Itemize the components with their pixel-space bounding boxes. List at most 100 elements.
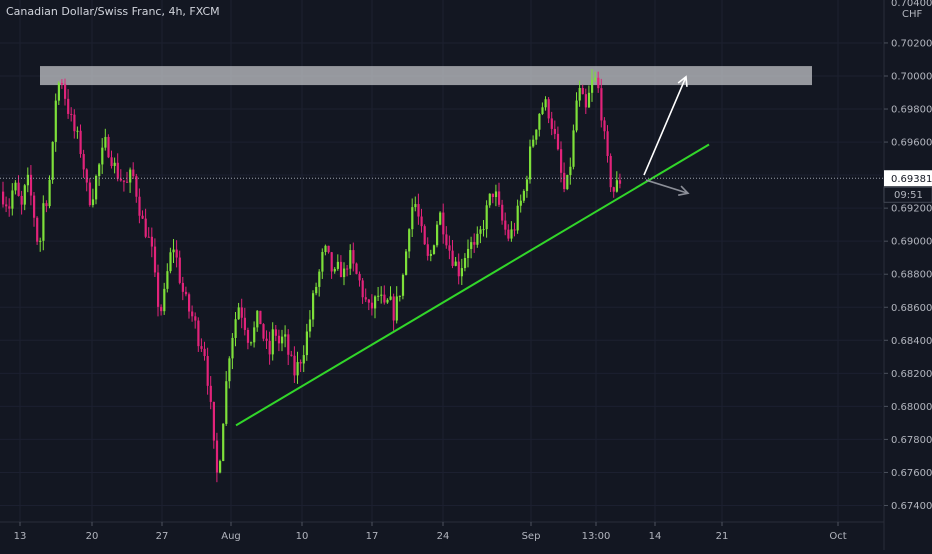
price-tick-label: 0.68000 — [891, 402, 932, 413]
time-tick-label: 24 — [437, 531, 450, 542]
chart-title: Canadian Dollar/Swiss Franc, 4h, FXCM — [6, 5, 220, 18]
last-price-label-bg — [884, 170, 932, 187]
candle-body — [343, 268, 346, 278]
candle-body — [479, 229, 482, 234]
candle-body — [197, 320, 200, 347]
time-tick-label: 10 — [296, 531, 309, 542]
candle-body — [122, 180, 126, 182]
candle-body — [39, 240, 42, 242]
candle-body — [23, 185, 26, 205]
candle-body — [553, 128, 556, 134]
candle-body — [575, 100, 578, 131]
candle-body — [33, 195, 36, 218]
candle-body — [259, 310, 262, 325]
candle-body — [380, 294, 383, 296]
candle-body — [184, 291, 188, 295]
candle-body — [262, 324, 265, 339]
candle-body — [374, 296, 377, 309]
candle-body — [476, 233, 479, 245]
candle-body — [491, 193, 494, 198]
candle-body — [256, 310, 259, 328]
candle-body — [5, 204, 8, 207]
candle-body — [603, 120, 606, 132]
candle-body — [104, 136, 107, 148]
candle-body — [172, 249, 175, 253]
candle-body — [132, 169, 135, 177]
candle-body — [584, 94, 587, 108]
candles-layer — [2, 69, 622, 483]
candle-body — [76, 130, 79, 132]
candle-body — [82, 154, 85, 170]
candle-body — [240, 307, 243, 318]
candle-body — [107, 136, 110, 158]
price-tick-label: 0.67800 — [891, 435, 932, 446]
candle-body — [436, 224, 439, 246]
time-tick-label: 17 — [366, 531, 379, 542]
candle-body — [290, 354, 293, 356]
candle-body — [594, 77, 597, 80]
candle-body — [36, 217, 39, 242]
candle-body — [426, 244, 429, 256]
price-tick-label: 0.68400 — [891, 336, 932, 347]
candle-body — [451, 250, 454, 266]
candle-body — [498, 191, 501, 205]
candle-body — [153, 246, 157, 273]
candle-body — [95, 175, 98, 200]
candle-body — [439, 212, 442, 225]
candle-body — [116, 162, 119, 179]
candle-body — [612, 187, 615, 192]
candle-body — [324, 245, 327, 253]
candle-body — [513, 229, 516, 231]
price-tick-label: 0.68800 — [891, 270, 932, 281]
candle-body — [442, 212, 445, 235]
candle-body — [417, 204, 420, 217]
time-tick-label: Oct — [829, 531, 846, 542]
candle-body — [315, 286, 318, 294]
candle-body — [445, 234, 448, 246]
candle-body — [504, 220, 507, 230]
candle-body — [423, 226, 426, 245]
candle-body — [110, 157, 113, 166]
candle-body — [253, 327, 256, 343]
countdown-label-bg — [883, 186, 932, 203]
candle-body — [101, 147, 104, 165]
grid — [0, 0, 882, 522]
candle-body — [141, 215, 144, 219]
candle-body — [29, 174, 33, 196]
candle-body — [544, 99, 547, 108]
candle-body — [470, 242, 473, 249]
candle-body — [268, 340, 271, 355]
candle-body — [473, 242, 476, 245]
candle-body — [346, 268, 349, 270]
candle-body — [525, 179, 529, 191]
candle-body — [389, 296, 392, 300]
candle-body — [222, 423, 225, 462]
candle-body — [57, 82, 60, 101]
candle-body — [510, 229, 513, 239]
candle-body — [85, 169, 88, 183]
candle-body — [370, 302, 374, 309]
candle-body — [178, 257, 181, 283]
candle-body — [277, 335, 281, 344]
countdown-label: 09:51 — [894, 190, 923, 201]
candle-body — [507, 229, 510, 239]
candle-body — [377, 295, 380, 297]
candle-body — [532, 139, 535, 147]
candle-body — [48, 179, 51, 207]
time-tick-label: 20 — [86, 531, 99, 542]
candle-body — [45, 203, 48, 207]
candle-body — [383, 294, 386, 303]
price-tick-label: 0.68600 — [891, 303, 932, 314]
price-tick-label: 0.67600 — [891, 468, 932, 479]
candle-body — [448, 245, 451, 251]
candle-body — [485, 205, 488, 230]
price-tick-label: 0.70400 — [891, 0, 932, 9]
candle-body — [212, 401, 215, 441]
candle-body — [330, 252, 333, 272]
candle-body — [321, 252, 324, 272]
time-tick-label: 13:00 — [582, 531, 611, 542]
candle-body — [274, 329, 277, 336]
price-axis: 0.702000.700000.698000.696000.694000.692… — [883, 0, 932, 550]
